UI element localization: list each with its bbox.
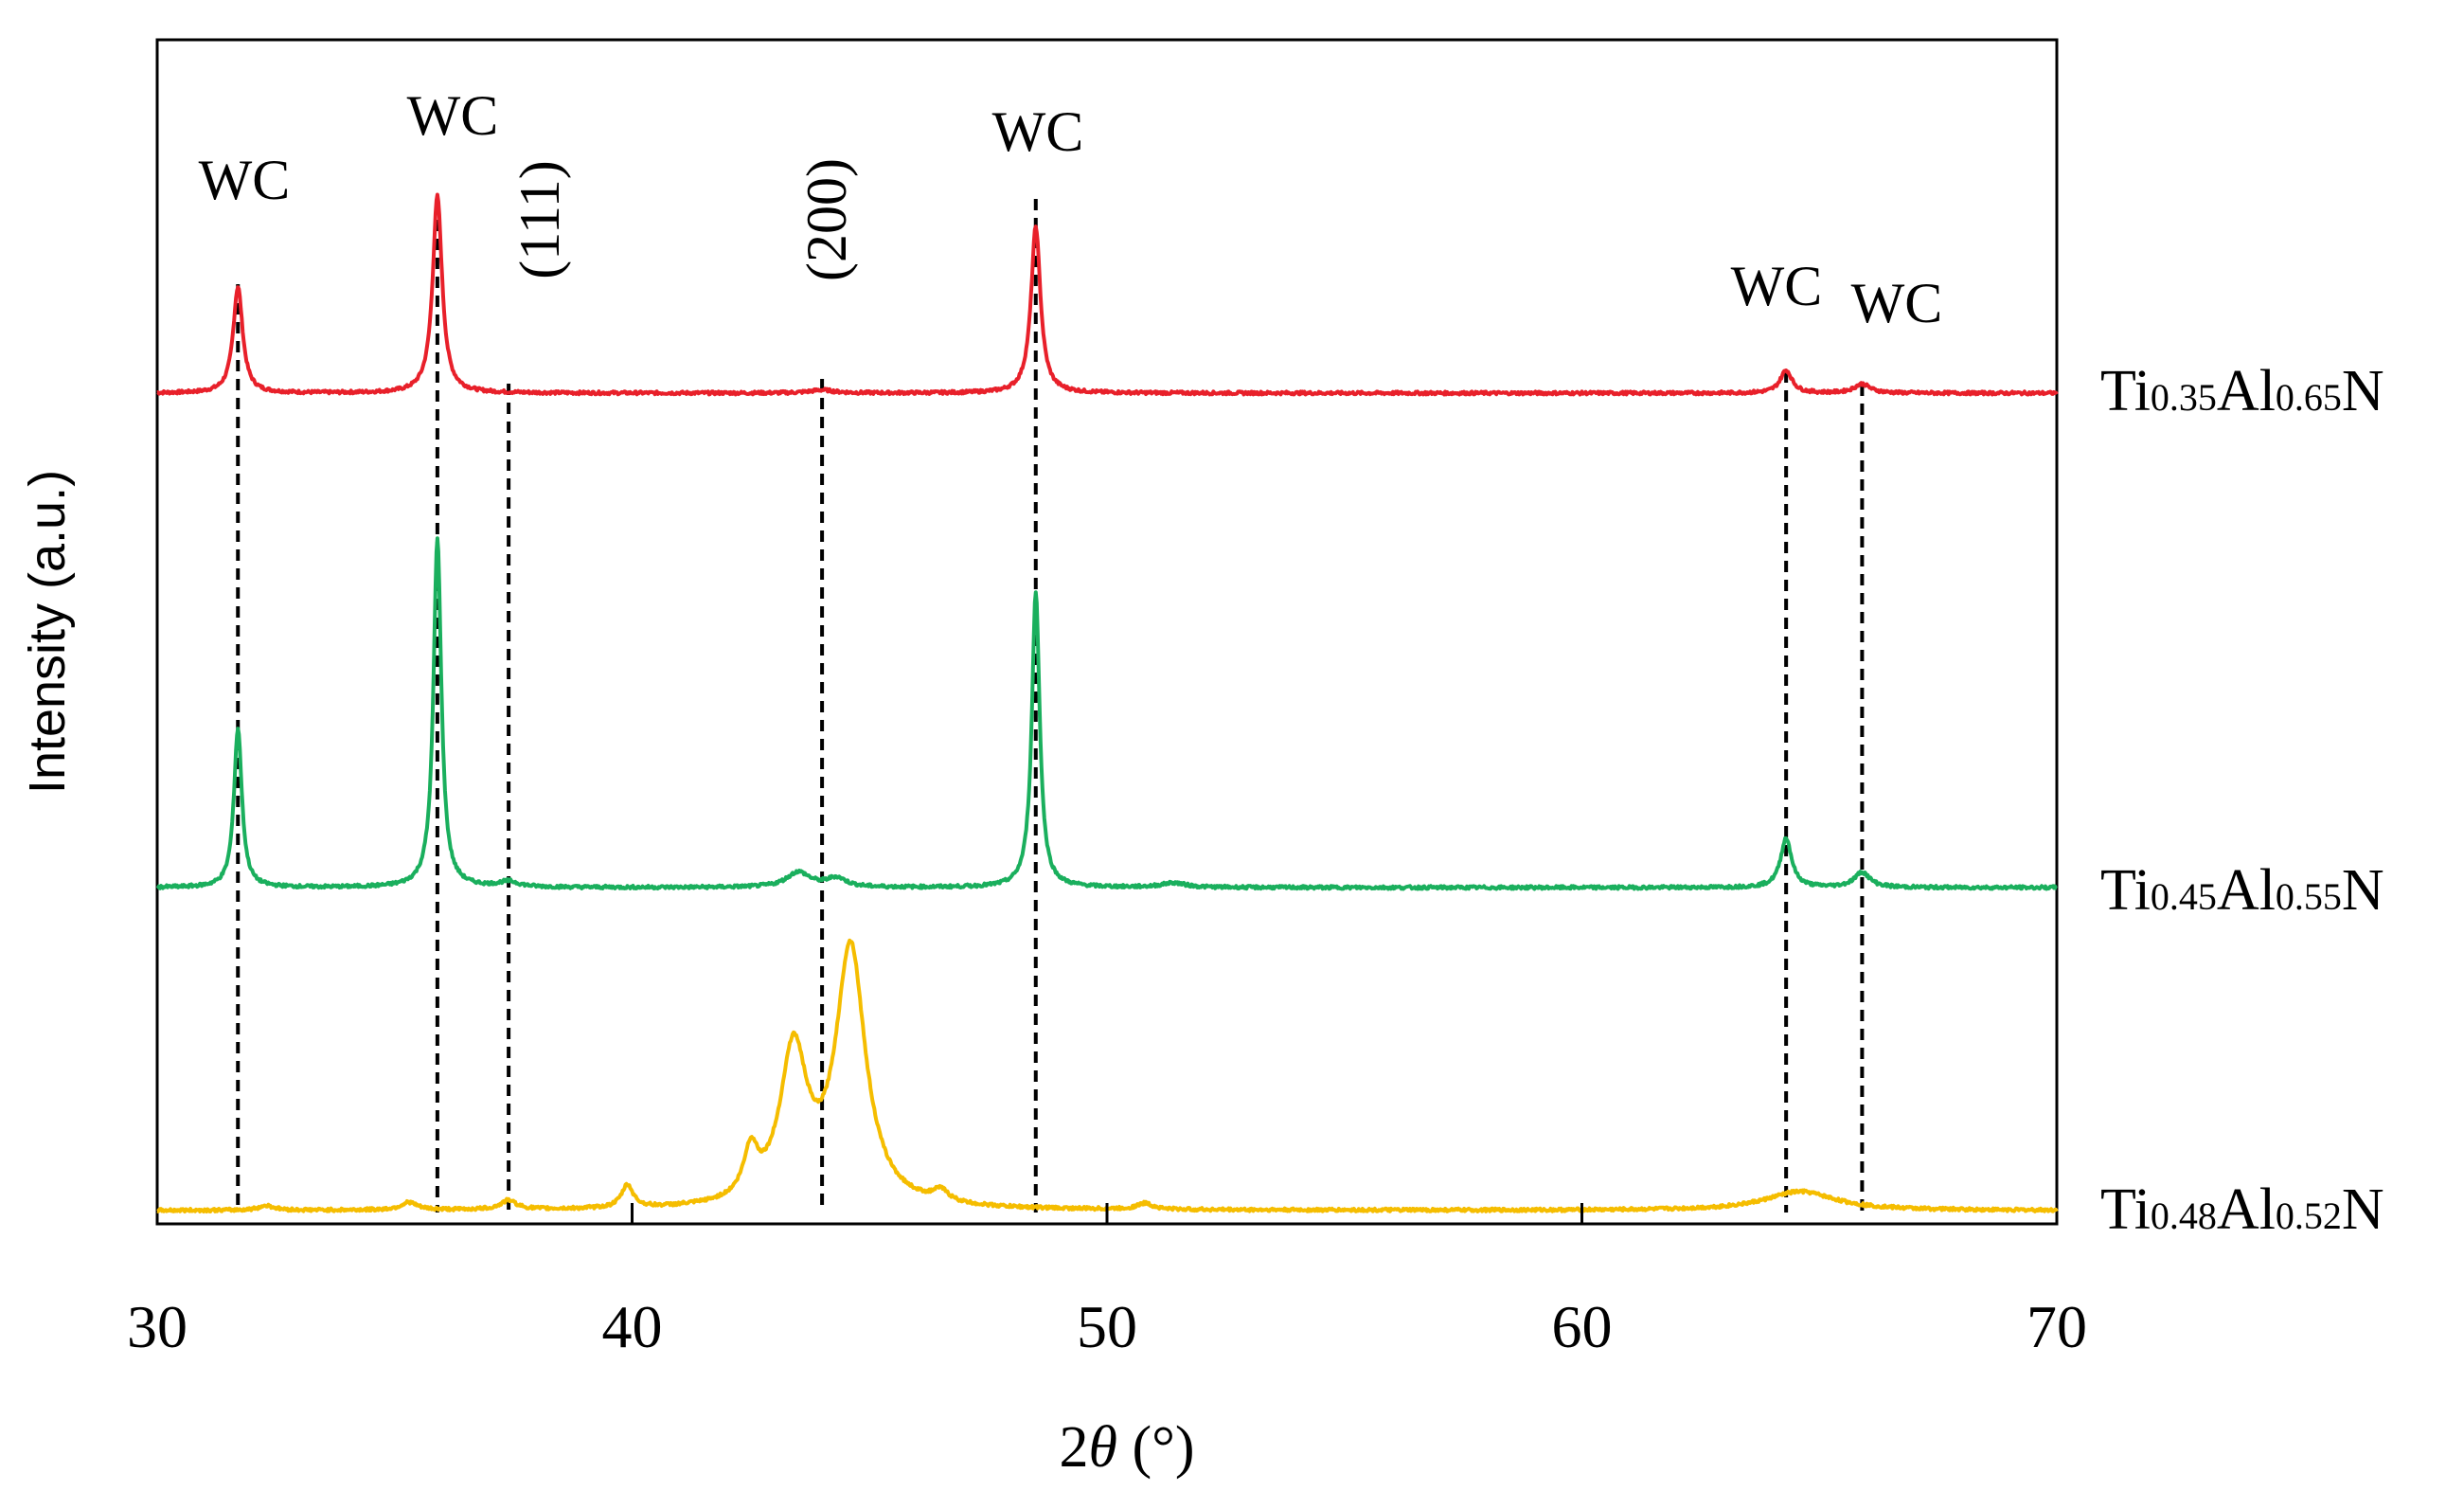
series-label-part: 0.48 — [2151, 1195, 2217, 1237]
series-label-Ti0.35Al0.65N: Ti0.35Al0.65N — [2100, 359, 2384, 423]
series-label-part: 0.52 — [2276, 1195, 2342, 1237]
series-line-Ti0.48Al0.52N — [156, 938, 2059, 1213]
reference-label: WC — [1731, 255, 1823, 317]
x-axis-label-prefix: 2 — [1059, 1415, 1088, 1480]
y-axis-label: Intensity (a.u.) — [19, 470, 76, 794]
reference-label: WC — [1851, 272, 1943, 334]
series-label-part: Al — [2217, 359, 2276, 423]
reference-label: WC — [407, 84, 499, 147]
x-axis: 30 40 50 60 70 — [127, 1203, 2087, 1360]
data-series — [155, 192, 2059, 1213]
series-label-part: Al — [2217, 858, 2276, 923]
series-label-part: Ti — [2100, 1177, 2151, 1242]
series-label-part: Ti — [2100, 858, 2151, 923]
reference-label: (200) — [795, 158, 858, 281]
series-label-part: 0.55 — [2276, 875, 2342, 918]
x-axis-label-theta: θ — [1088, 1415, 1116, 1480]
reference-label: WC — [992, 100, 1084, 163]
x-axis-label: 2θ (°) — [1059, 1415, 1194, 1480]
series-line-Ti0.45Al0.55N — [155, 536, 2058, 891]
series-label-part: N — [2342, 359, 2384, 423]
series-line-Ti0.35Al0.65N — [156, 192, 2059, 397]
x-axis-label-suffix: (°) — [1117, 1415, 1195, 1480]
x-tick-label: 40 — [602, 1293, 663, 1360]
series-label-part: Ti — [2100, 359, 2151, 423]
x-tick-label: 50 — [1077, 1293, 1137, 1360]
x-tick-label: 70 — [2027, 1293, 2087, 1360]
x-tick-label: 30 — [127, 1293, 187, 1360]
reference-label: (111) — [509, 160, 571, 279]
series-label-part: N — [2342, 1177, 2384, 1242]
series-label-Ti0.45Al0.55N: Ti0.45Al0.55N — [2100, 858, 2384, 923]
series-label-part: Al — [2217, 1177, 2276, 1242]
series-label-part: 0.65 — [2276, 376, 2342, 419]
series-label-part: 0.45 — [2151, 875, 2217, 918]
reference-label: WC — [199, 149, 291, 211]
series-label-part: 0.35 — [2151, 376, 2217, 419]
x-tick-label: 60 — [1552, 1293, 1613, 1360]
series-label-Ti0.48Al0.52N: Ti0.48Al0.52N — [2100, 1177, 2384, 1242]
reference-lines — [236, 199, 1865, 1213]
series-label-part: N — [2342, 858, 2384, 923]
